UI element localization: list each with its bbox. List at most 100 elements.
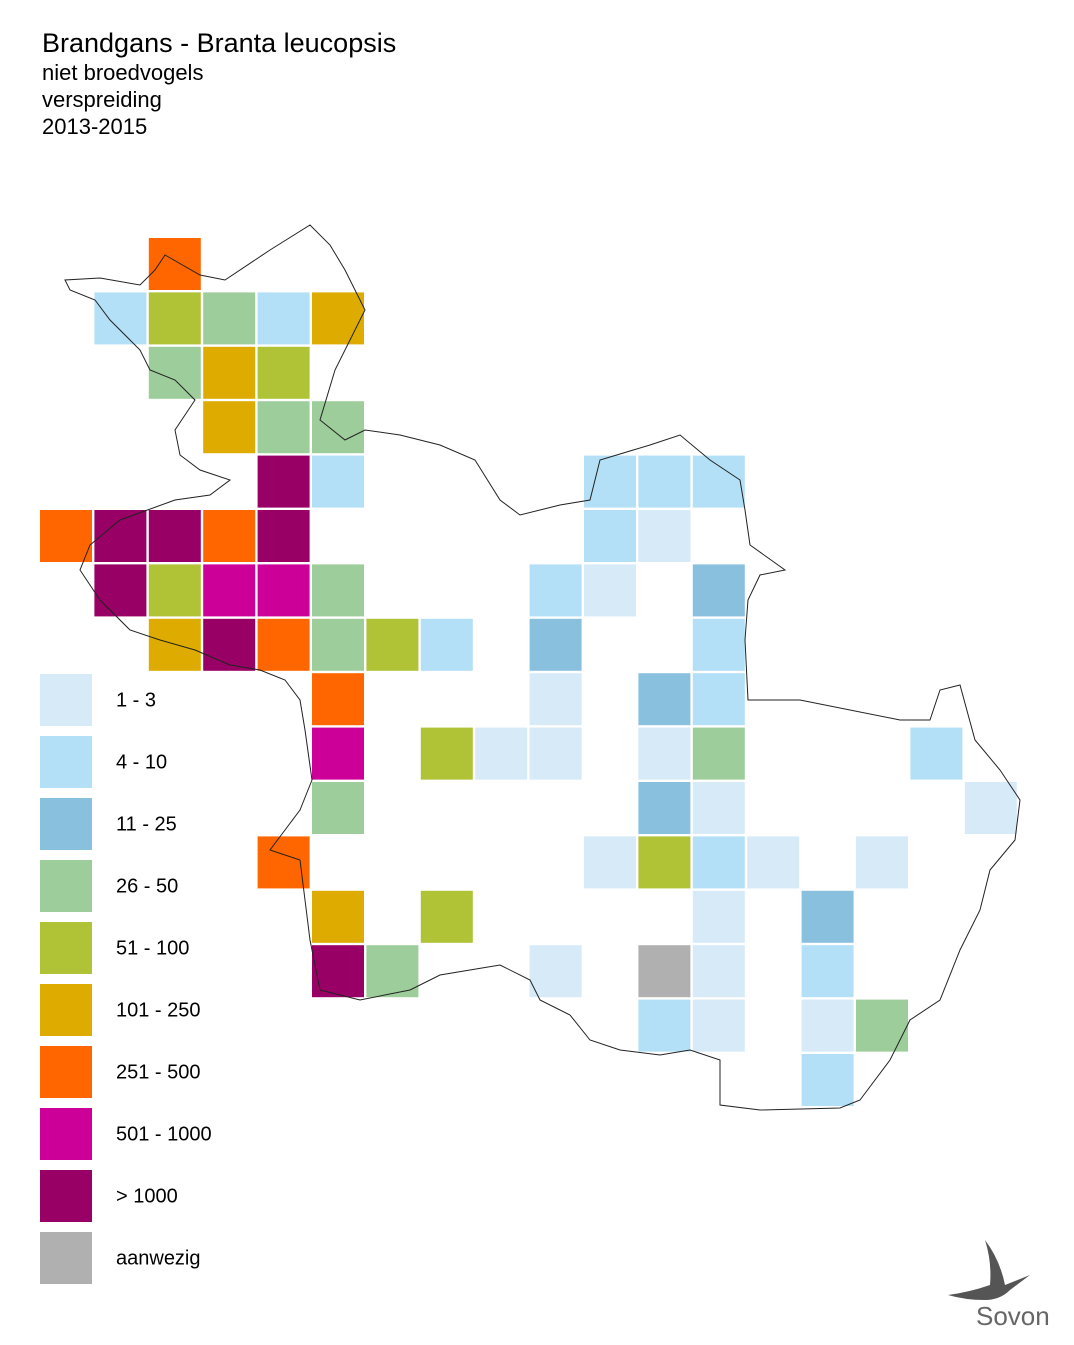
grid-cell [584,455,636,508]
subtitle: verspreiding [42,87,162,112]
legend-swatch [40,1170,92,1222]
grid-cell [584,564,636,617]
grid-cell [529,618,582,671]
title: Brandgans - Branta leucopsis [42,28,396,58]
grid-cell [801,945,854,998]
grid-cell [638,999,691,1052]
grid-cell [801,1054,854,1106]
grid-cell [638,673,691,726]
grid-cell [366,945,419,998]
grid-cell [529,673,582,726]
grid-cell [257,401,310,454]
grid-cell [420,618,473,671]
legend-swatch [40,674,92,726]
legend-label: > 1000 [116,1185,178,1207]
legend-label: 51 - 100 [116,937,189,959]
grid-cell [692,673,745,726]
grid-cell [747,836,800,889]
grid-cell [94,292,147,345]
grid-cell [638,782,691,834]
grid-cell [584,836,636,889]
grid-cell [312,782,364,834]
legend-swatch [40,1046,92,1098]
grid-cell [692,945,745,998]
grid-cell [584,510,636,562]
grid-cell [148,292,201,345]
grid-cell [203,618,256,671]
grid-cell [257,564,310,617]
grid-cell [420,890,473,943]
grid-cell [910,727,963,780]
grid-cell [257,455,310,508]
grid [40,238,1017,1106]
grid-cell [529,727,582,780]
legend-swatch [40,798,92,850]
grid-cell [148,618,201,671]
legend-swatch [40,1108,92,1160]
grid-cell [148,238,201,290]
grid-cell [148,510,201,562]
grid-cell [366,618,419,671]
grid-cell [312,618,364,671]
grid-cell [638,727,691,780]
grid-cell [148,564,201,617]
province-outline [64,224,1021,1111]
legend: 1 - 3 4 - 10 11 - 25 26 - 50 51 - 100 101 - 2… [40,674,212,1284]
grid-cell [638,455,691,508]
grid-cell [692,890,745,943]
grid-cell [692,999,745,1052]
grid-cell [964,782,1017,834]
legend-swatch [40,860,92,912]
grid-cell [312,673,364,726]
grid-cell [312,945,364,998]
grid-cell [692,836,745,889]
grid-cell [257,510,310,562]
grid-cell [203,292,256,345]
legend-label: aanwezig [116,1247,201,1269]
grid-cell [312,455,364,508]
grid-cell [312,890,364,943]
grid-cell [638,945,691,998]
grid-cell [257,618,310,671]
grid-cell [203,346,256,399]
grid-cell [312,564,364,617]
grid-cell [312,292,364,345]
grid-cell [257,346,310,399]
grid-cell [801,999,854,1052]
grid-cell [475,727,528,780]
grid-cell [856,836,908,889]
grid-cell [692,782,745,834]
grid-cell [40,510,92,562]
grid-cell [801,890,854,943]
logo-bird [948,1240,1030,1300]
grid-cell [203,401,256,454]
grid-cell [856,999,908,1052]
grid-cell [692,455,745,508]
grid-cell [257,836,310,889]
legend-label: 1 - 3 [116,689,156,711]
grid-cell [203,564,256,617]
legend-label: 101 - 250 [116,999,201,1021]
grid-cell [420,727,473,780]
legend-label: 4 - 10 [116,751,167,773]
legend-label: 11 - 25 [116,813,177,835]
legend-swatch [40,1232,92,1284]
legend-label: 26 - 50 [116,875,178,897]
grid-cell [94,510,147,562]
logo-text: Sovon [976,1301,1050,1331]
grid-cell [529,945,582,998]
grid-cell [529,564,582,617]
subtitle: 2013-2015 [42,114,147,139]
grid-cell [638,510,691,562]
grid-cell [203,510,256,562]
legend-label: 501 - 1000 [116,1123,212,1145]
legend-swatch [40,984,92,1036]
legend-swatch [40,736,92,788]
subtitle: niet broedvogels [42,60,203,85]
legend-swatch [40,922,92,974]
grid-cell [94,564,147,617]
grid-cell [312,727,364,780]
grid-cell [312,401,364,454]
grid-cell [692,618,745,671]
